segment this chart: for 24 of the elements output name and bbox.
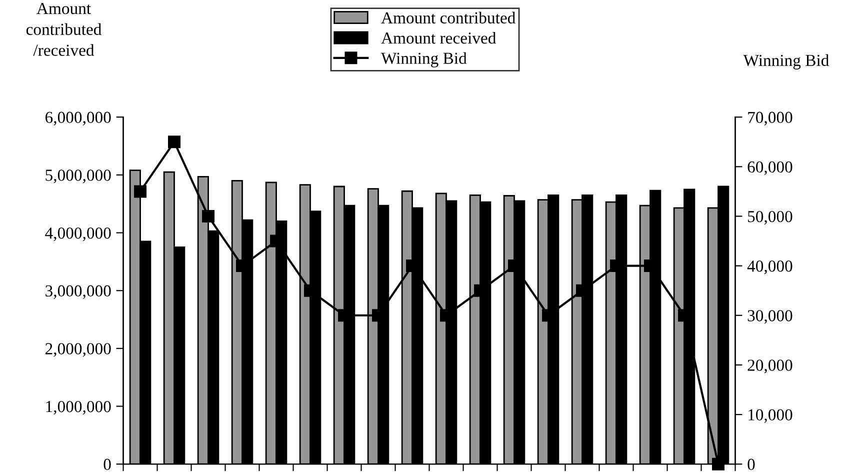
point bbox=[168, 136, 180, 148]
y-tick-label: 2,000,000 bbox=[46, 343, 111, 357]
y-tick-label: 3,000,000 bbox=[46, 285, 111, 299]
y-tick-label: 4,000,000 bbox=[45, 227, 111, 242]
y2-tick-label: 20,000 bbox=[748, 360, 792, 374]
y-tick-label: 1,000,000 bbox=[46, 400, 111, 415]
y2-tick-label: 50,000 bbox=[748, 210, 792, 225]
y-tick-label: 5,000,000 bbox=[46, 170, 111, 184]
y2-axis-title: Winning Bid bbox=[743, 54, 829, 70]
legend-label: Winning Bid bbox=[381, 52, 467, 68]
point bbox=[712, 458, 724, 470]
y2-tick-label: 30,000 bbox=[748, 310, 792, 324]
y2-tick-label: 40,000 bbox=[747, 260, 792, 274]
y2-tick-label: 10,000 bbox=[748, 409, 792, 423]
y-axis-title: Amount contributed /received bbox=[26, 2, 102, 56]
y-tick-label: 6,000,000 bbox=[45, 112, 111, 126]
y2-tick-label: 70,000 bbox=[748, 112, 792, 126]
y2-tick-label: 60,000 bbox=[748, 161, 792, 176]
point bbox=[134, 185, 146, 198]
legend-label: Amount contributed bbox=[381, 12, 516, 24]
y-tick-label: 0 bbox=[104, 458, 111, 470]
point bbox=[202, 210, 214, 222]
y2-tick-label: 0 bbox=[748, 458, 755, 470]
legend-label: Amount received bbox=[381, 32, 496, 44]
